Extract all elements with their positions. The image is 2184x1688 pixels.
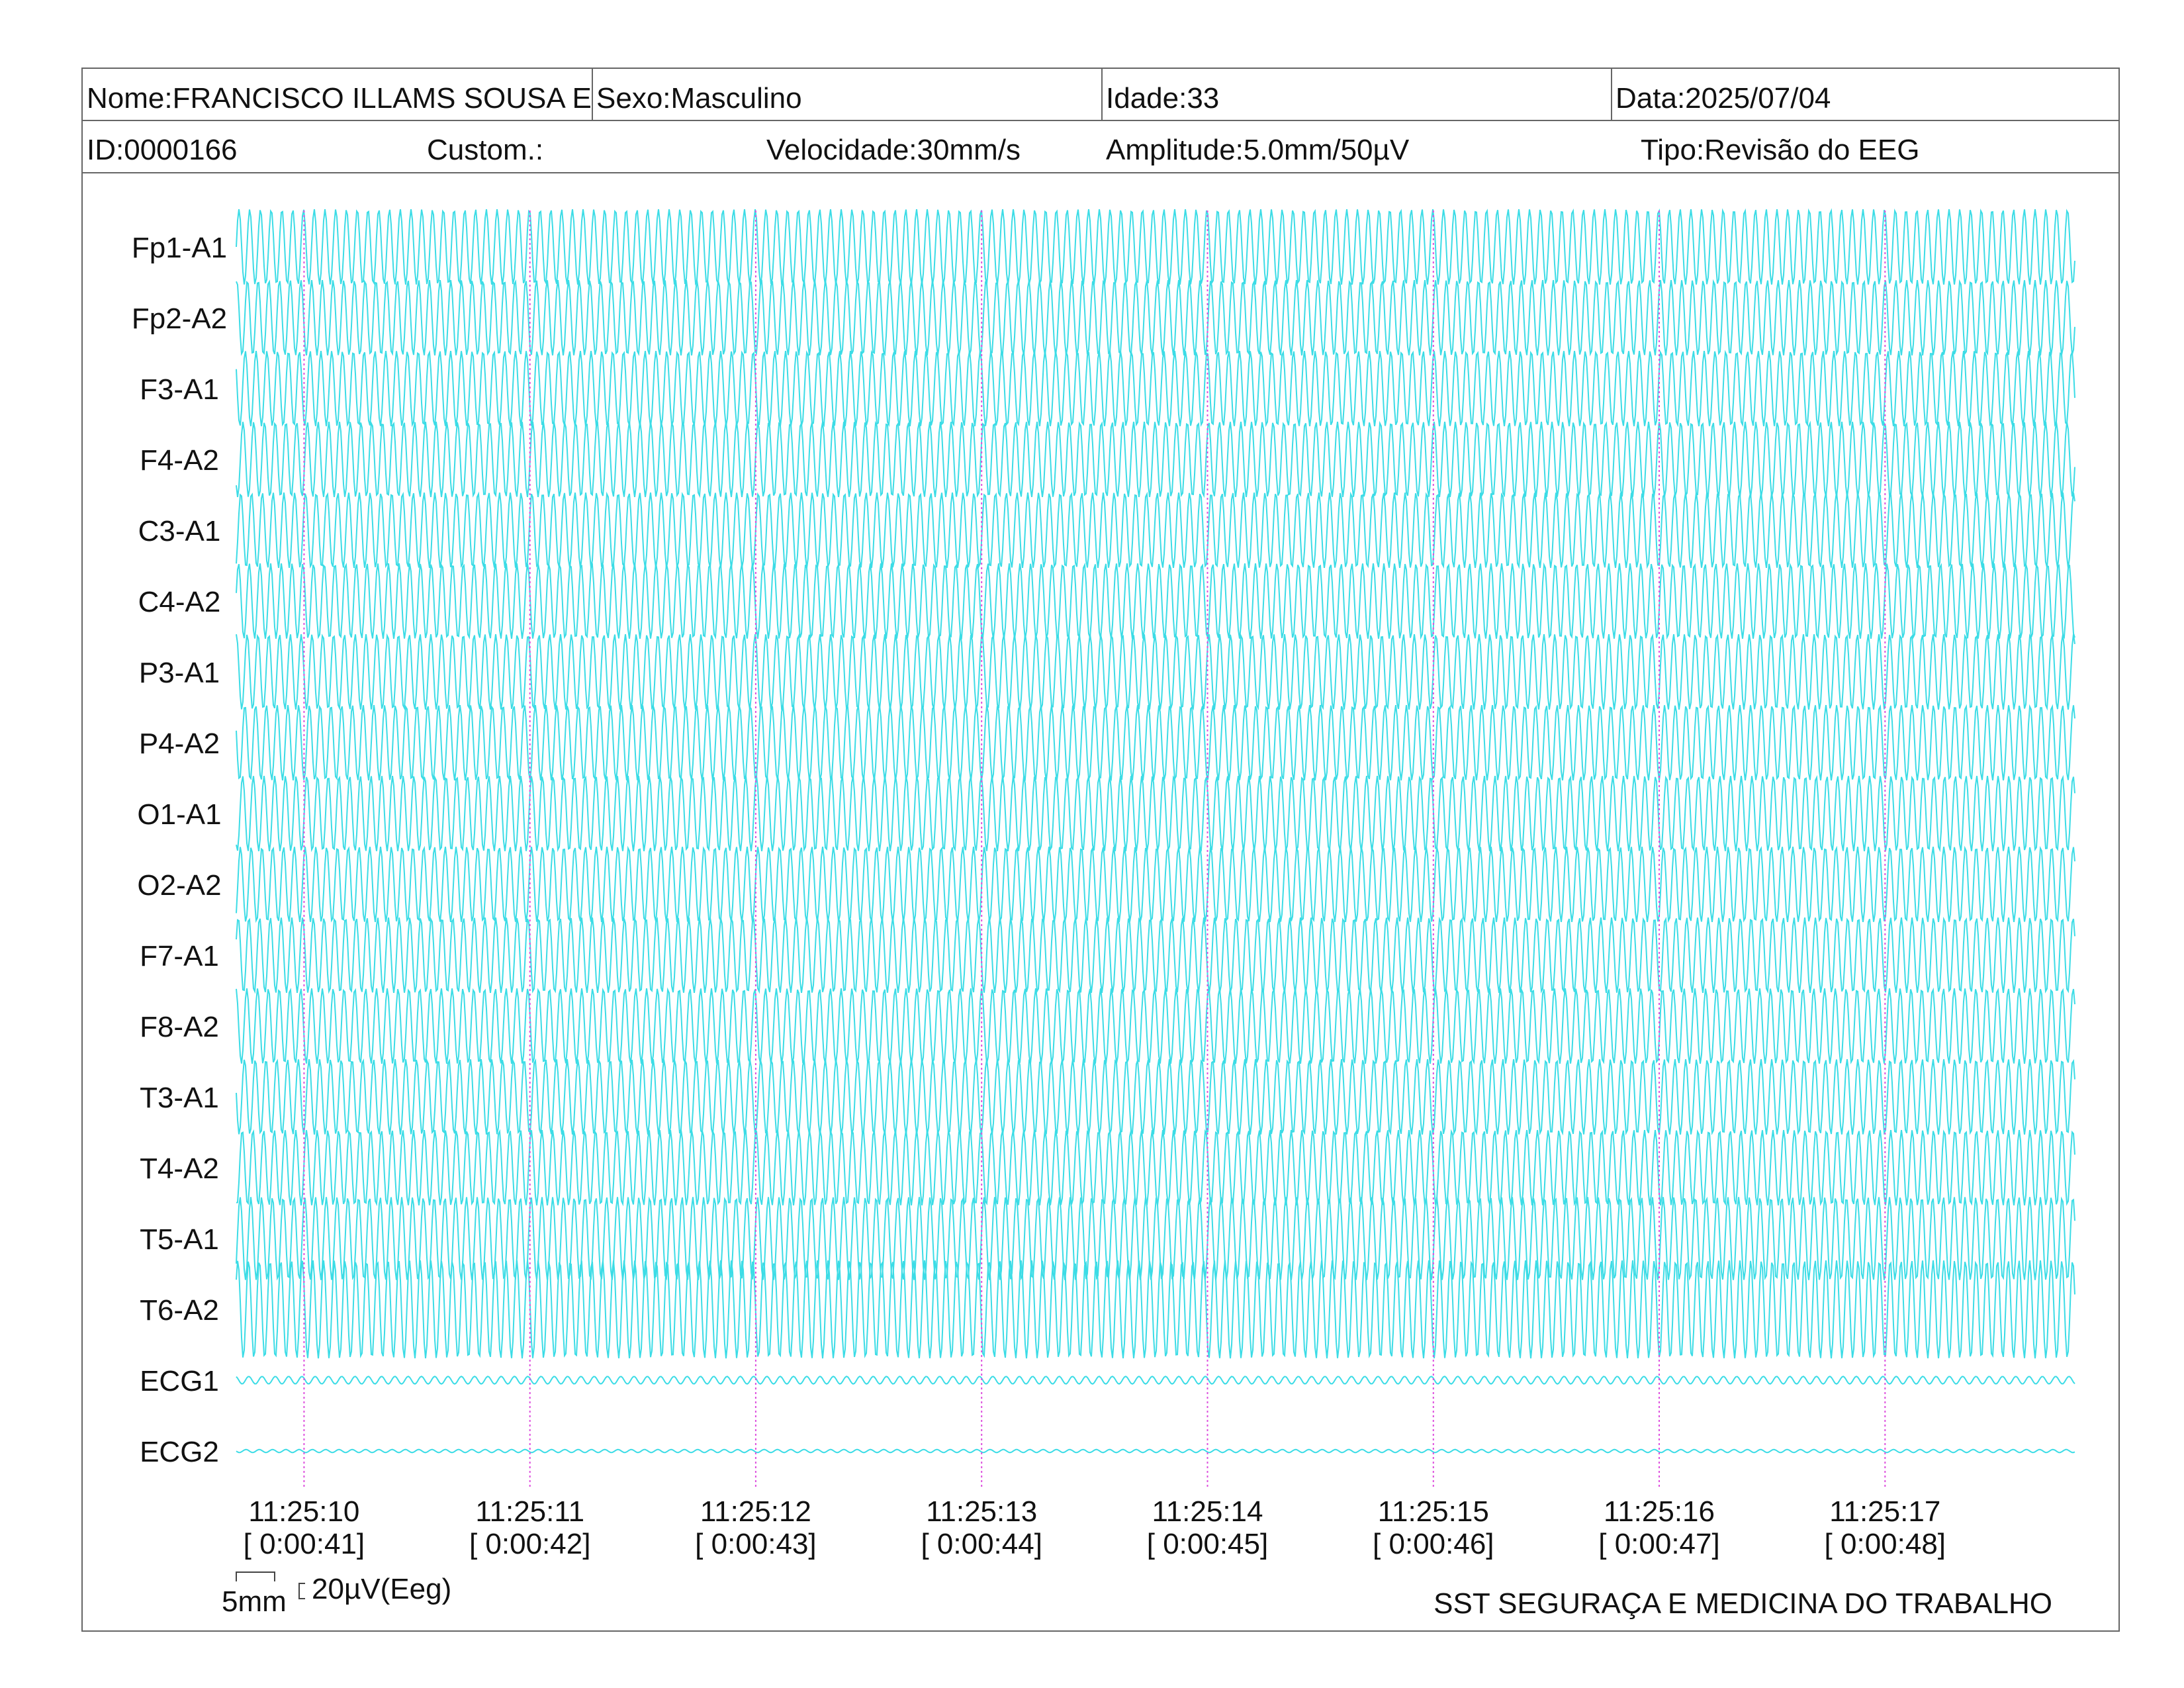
elapsed-tick-label: [ 0:00:46]	[1373, 1528, 1494, 1560]
header-cell-divider	[1101, 68, 1103, 120]
channel-label-o1-a1: O1-A1	[137, 798, 221, 831]
channel-label-ecg2: ECG2	[140, 1436, 219, 1468]
custom-field: Custom.:	[427, 134, 544, 166]
time-tick-label: 11:25:12	[700, 1495, 811, 1528]
calibration-amplitude-label: 20µV(Eeg)	[312, 1573, 451, 1605]
trace-o2-a2	[236, 845, 2075, 923]
trace-f3-a1	[236, 350, 2075, 428]
channel-label-p4-a2: P4-A2	[139, 727, 220, 760]
trace-ecg2	[236, 1448, 2075, 1454]
trace-t4-a2	[236, 1129, 2075, 1207]
time-tick-label: 11:25:16	[1604, 1495, 1715, 1528]
channel-label-f8-a2: F8-A2	[140, 1011, 219, 1043]
elapsed-tick-label: [ 0:00:43]	[695, 1528, 816, 1560]
trace-fp2-a2	[236, 279, 2075, 357]
patient-age: Idade:33	[1106, 82, 1220, 115]
calibration-time-label: 5mm	[222, 1585, 287, 1618]
channel-label-t3-a1: T3-A1	[140, 1082, 219, 1114]
header-bottom-divider	[81, 172, 2120, 173]
channel-label-fp1-a1: Fp1-A1	[132, 232, 227, 264]
time-tick-group: 11:25:10[ 0:00:41] 11:25:11[ 0:00:42] 11:2…	[244, 1495, 1946, 1560]
elapsed-tick-label: [ 0:00:42]	[469, 1528, 590, 1560]
time-tick-label: 11:25:10	[248, 1495, 359, 1528]
elapsed-tick-label: [ 0:00:48]	[1825, 1528, 1946, 1560]
trace-f7-a1	[236, 916, 2075, 994]
channel-label-c4-a2: C4-A2	[138, 586, 221, 618]
trace-fp1-a1	[236, 208, 2075, 286]
trace-p3-a1	[236, 633, 2075, 711]
record-id: ID:0000166	[87, 134, 238, 166]
channel-label-o2-a2: O2-A2	[137, 869, 221, 902]
paper-speed: Velocidade:30mm/s	[766, 134, 1021, 166]
calibration-amplitude-bar	[298, 1583, 305, 1599]
patient-name: Nome:FRANCISCO ILLAMS SOUSA E	[87, 82, 591, 115]
patient-sex: Sexo:Masculino	[596, 82, 802, 115]
channel-label-t5-a1: T5-A1	[140, 1223, 219, 1256]
organization-name: SST SEGURAÇA E MEDICINA DO TRABALHO	[1433, 1587, 2052, 1620]
amplitude-scale: Amplitude:5.0mm/50µV	[1106, 134, 1410, 166]
time-tick-label: 11:25:11	[475, 1495, 584, 1528]
elapsed-tick-label: [ 0:00:45]	[1147, 1528, 1268, 1560]
channel-label-fp2-a2: Fp2-A2	[132, 303, 227, 335]
elapsed-tick-label: [ 0:00:47]	[1598, 1528, 1719, 1560]
elapsed-tick-label: [ 0:00:44]	[921, 1528, 1042, 1560]
trace-p4-a2	[236, 704, 2075, 782]
channel-label-f3-a1: F3-A1	[140, 373, 219, 406]
channel-label-group: Fp1-A1 Fp2-A2 F3-A1 F4-A2 C3-A1 C4-A2 P3-A1 P4-…	[132, 232, 227, 1468]
header-cell-divider	[1611, 68, 1612, 120]
trace-t3-a1	[236, 1058, 2075, 1136]
time-tick-label: 11:25:17	[1829, 1495, 1940, 1528]
exam-type: Tipo:Revisão do EEG	[1641, 134, 1920, 166]
channel-label-t4-a2: T4-A2	[140, 1152, 219, 1185]
channel-label-p3-a1: P3-A1	[139, 657, 220, 689]
channel-label-c3-a1: C3-A1	[138, 515, 221, 547]
trace-ecg1	[236, 1376, 2075, 1385]
channel-label-ecg1: ECG1	[140, 1365, 219, 1397]
trace-t5-a1	[236, 1196, 2075, 1281]
channel-label-f4-a2: F4-A2	[140, 444, 219, 477]
elapsed-tick-label: [ 0:00:41]	[244, 1528, 365, 1560]
time-tick-label: 11:25:13	[926, 1495, 1037, 1528]
trace-f4-a2	[236, 420, 2075, 498]
trace-group	[236, 208, 2075, 1454]
time-tick-label: 11:25:14	[1152, 1495, 1263, 1528]
header-cell-divider	[592, 68, 593, 120]
exam-date: Data:2025/07/04	[1615, 82, 1831, 115]
report-frame	[81, 68, 2120, 1632]
calibration-time-bar	[236, 1571, 275, 1581]
trace-t6-a2	[236, 1260, 2075, 1359]
channel-label-f7-a1: F7-A1	[140, 940, 219, 972]
trace-c3-a1	[236, 491, 2075, 569]
time-tick-label: 11:25:15	[1378, 1495, 1489, 1528]
trace-o1-a1	[236, 774, 2075, 853]
channel-label-t6-a2: T6-A2	[140, 1294, 219, 1327]
header-row-divider	[81, 120, 2120, 121]
trace-c4-a2	[236, 562, 2075, 640]
trace-f8-a2	[236, 987, 2075, 1065]
